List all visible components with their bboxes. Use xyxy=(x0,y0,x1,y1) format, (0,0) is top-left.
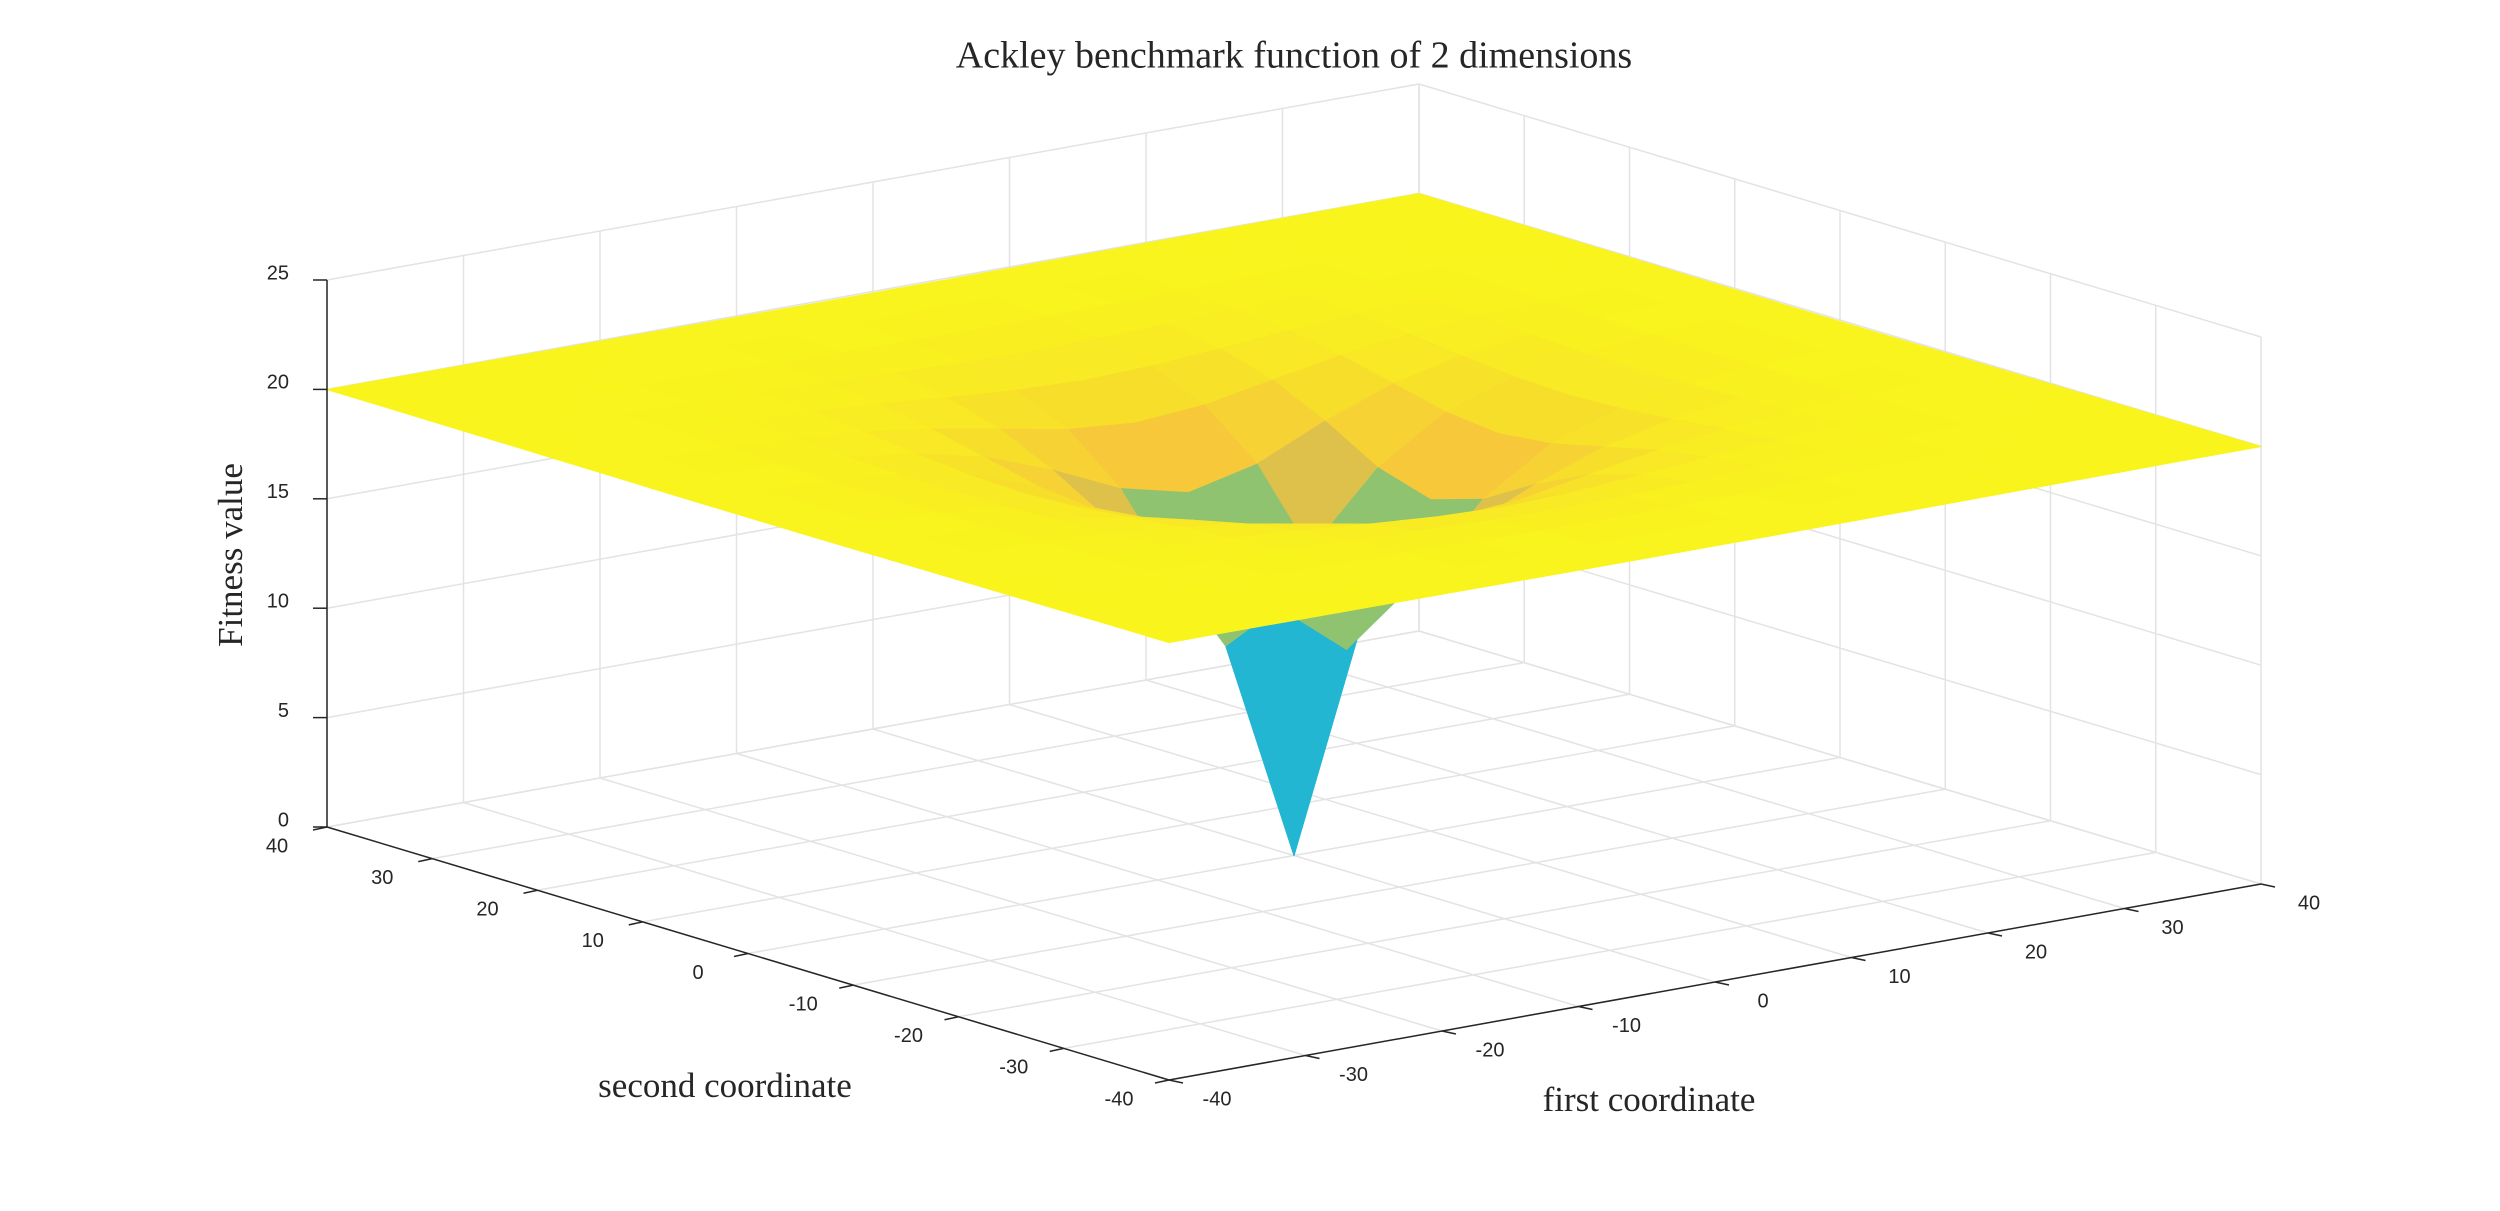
y-tick xyxy=(628,921,643,926)
x-tick xyxy=(1851,956,1866,962)
z-tick-label: 15 xyxy=(267,481,289,503)
y-tick xyxy=(944,1016,959,1021)
z-tick-label: 20 xyxy=(267,372,289,394)
x-tick xyxy=(1987,932,2003,937)
y-tick xyxy=(312,826,328,831)
z-tick-label: 0 xyxy=(278,809,289,831)
x-tick xyxy=(1305,1054,1320,1060)
y-tick xyxy=(418,857,433,863)
grid-line xyxy=(958,820,2051,1018)
z-tick-label: 10 xyxy=(267,590,289,612)
grid-line xyxy=(326,83,1420,281)
surface-patch xyxy=(1115,614,1238,644)
grid-line xyxy=(432,661,1525,860)
x-tick-label: -40 xyxy=(1203,1088,1232,1110)
x-tick-label: 30 xyxy=(2161,917,2183,939)
y-tick-label: -40 xyxy=(1105,1088,1134,1110)
x-tick-label: 10 xyxy=(1888,966,1910,988)
y-tick-label: -30 xyxy=(999,1057,1028,1079)
grid-line xyxy=(642,725,1735,923)
grid-line xyxy=(326,192,1420,391)
x-axis-label: first coordinate xyxy=(1543,1080,1756,1119)
grid-line xyxy=(537,693,1630,891)
y-tick xyxy=(523,889,538,894)
grid-line xyxy=(853,788,1946,986)
z-tick-label: 25 xyxy=(267,262,289,284)
x-tick-label: 40 xyxy=(2298,892,2320,914)
surface xyxy=(326,193,2262,856)
z-axis-label: Fitness value xyxy=(211,463,250,647)
x-tick-label: 0 xyxy=(1757,990,1768,1012)
x-tick xyxy=(2260,883,2276,888)
x-tick-label: -20 xyxy=(1476,1039,1505,1061)
x-tick-label: -10 xyxy=(1612,1015,1641,1037)
x-tick xyxy=(1578,1005,1593,1011)
x-tick xyxy=(1714,981,1730,986)
y-tick xyxy=(1049,1047,1064,1053)
x-tick xyxy=(1168,1079,1184,1084)
grid-line xyxy=(1418,192,2262,448)
chart-title: Ackley benchmark function of 2 dimension… xyxy=(956,35,1632,77)
y-tick-label: 30 xyxy=(371,867,393,889)
x-tick xyxy=(2124,907,2139,913)
y-tick-label: -20 xyxy=(894,1025,923,1047)
axes: 0 5 10 15 20 25 -40 -30 -20 -10 0 10 20 30 40 -40 -30 -20… xyxy=(266,262,2320,1110)
x-tick xyxy=(1441,1030,1457,1035)
y-axis-label: second coordinate xyxy=(598,1066,852,1105)
x-tick-label: -30 xyxy=(1339,1064,1368,1086)
x-tick-label: 20 xyxy=(2025,941,2047,963)
y-tick xyxy=(1154,1079,1170,1084)
z-tick-label: 5 xyxy=(278,700,289,722)
y-tick-label: 0 xyxy=(692,962,703,984)
grid-line xyxy=(1418,630,2262,885)
y-tick-label: 10 xyxy=(582,930,604,952)
y-tick xyxy=(733,952,749,958)
grid-line xyxy=(1063,851,2156,1050)
y-tick-label: 20 xyxy=(476,899,498,921)
grid-line xyxy=(1418,83,2262,338)
y-tick-label: -10 xyxy=(789,993,818,1015)
y-tick-label: 40 xyxy=(266,835,288,857)
y-tick xyxy=(839,984,854,989)
